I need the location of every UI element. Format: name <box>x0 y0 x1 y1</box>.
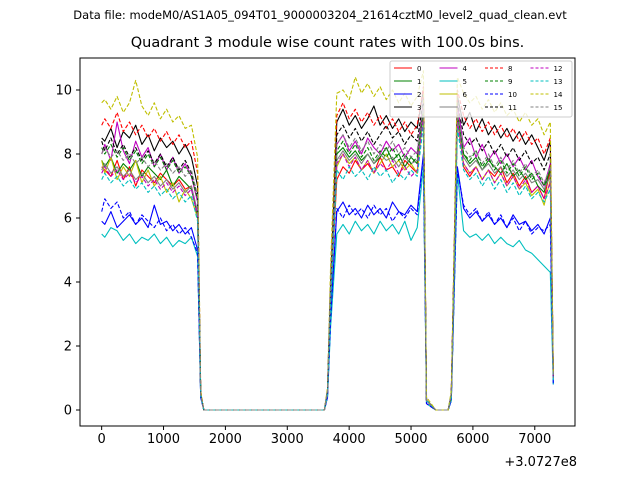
y-tick-label-10: 10 <box>55 84 72 99</box>
legend-label-6: 6 <box>463 91 468 99</box>
x-tick-label-4000: 4000 <box>333 432 366 447</box>
legend-label-8: 8 <box>508 65 512 73</box>
x-tick-label-5000: 5000 <box>394 432 427 447</box>
y-tick-label-8: 8 <box>64 148 72 163</box>
series-line-14 <box>101 70 554 411</box>
legend-label-13: 13 <box>554 78 563 86</box>
series-line-0 <box>101 102 554 411</box>
legend-label-12: 12 <box>554 65 563 73</box>
legend-label-9: 9 <box>508 78 512 86</box>
x-tick-label-3000: 3000 <box>271 432 304 447</box>
series-line-6 <box>101 111 554 411</box>
series-line-10 <box>101 156 554 411</box>
legend-label-14: 14 <box>554 91 563 99</box>
y-tick-label-0: 0 <box>64 404 72 419</box>
chart-title: Quadrant 3 module wise count rates with … <box>130 35 525 51</box>
legend-label-10: 10 <box>508 91 517 99</box>
x-tick-label-2000: 2000 <box>209 432 242 447</box>
legend-label-5: 5 <box>463 78 467 86</box>
legend-label-3: 3 <box>417 104 421 112</box>
series-line-8 <box>101 86 554 411</box>
y-tick-label-4: 4 <box>64 276 72 291</box>
legend-label-2: 2 <box>417 91 421 99</box>
series-line-5 <box>101 166 554 411</box>
legend-label-1: 1 <box>417 78 421 86</box>
y-tick-label-6: 6 <box>64 212 72 227</box>
x-offset-label: +3.0727e8 <box>504 455 577 470</box>
series-line-2 <box>101 153 554 411</box>
figure-suptitle: Data file: modeM0/AS1A05_094T01_90000032… <box>73 8 567 22</box>
legend-label-0: 0 <box>417 65 421 73</box>
y-tick-label-2: 2 <box>64 340 72 355</box>
legend-label-11: 11 <box>508 104 517 112</box>
legend-box <box>389 60 573 118</box>
legend-label-4: 4 <box>463 65 468 73</box>
series-line-9 <box>101 108 554 411</box>
x-tick-label-6000: 6000 <box>456 432 489 447</box>
series-line-7 <box>101 115 554 411</box>
legend-label-7: 7 <box>463 104 467 112</box>
series-line-15 <box>101 105 554 411</box>
legend-label-15: 15 <box>554 104 563 112</box>
x-tick-label-1000: 1000 <box>147 432 180 447</box>
series-line-12 <box>101 118 554 411</box>
x-tick-label-0: 0 <box>98 432 106 447</box>
series-line-11 <box>101 99 554 411</box>
x-tick-label-7000: 7000 <box>518 432 551 447</box>
plot-frame <box>79 57 576 427</box>
